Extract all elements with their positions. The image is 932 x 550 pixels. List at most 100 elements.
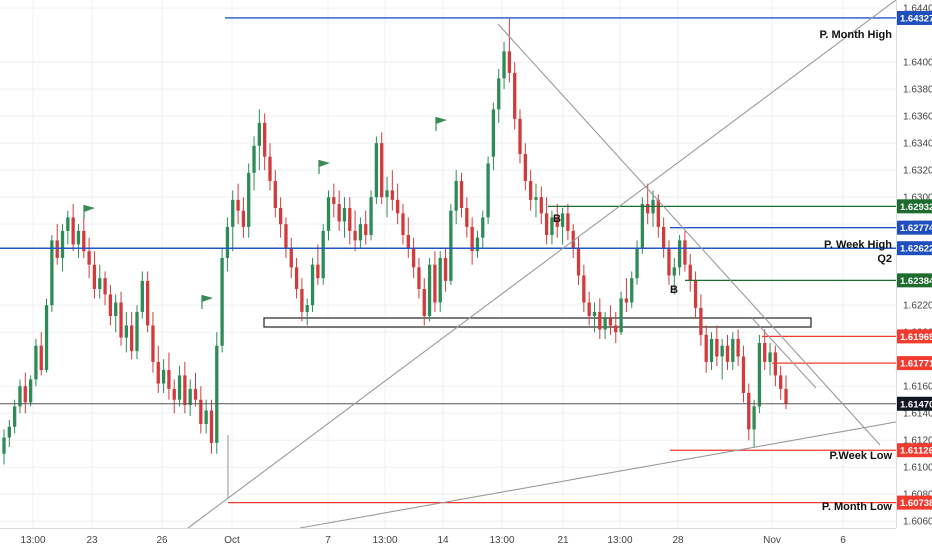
x-tick-label: 6 <box>840 535 846 546</box>
candle-body <box>92 264 97 289</box>
candle <box>396 183 400 225</box>
price-tag-value: 1.61470 <box>900 399 932 410</box>
candle <box>523 143 527 191</box>
candle-body <box>704 334 708 362</box>
support-zone-box <box>263 317 812 328</box>
candle <box>640 197 645 254</box>
candle <box>459 172 464 218</box>
candle-body <box>736 338 740 357</box>
candle-body <box>268 156 272 181</box>
candle <box>316 244 320 285</box>
candle-body <box>140 280 144 312</box>
candle-body <box>71 217 75 245</box>
price-tag: 1.61126 <box>897 443 932 458</box>
candle-body <box>624 298 629 303</box>
candle <box>364 210 368 245</box>
candle <box>608 305 613 335</box>
flag-icon <box>318 160 330 174</box>
candle <box>422 278 426 326</box>
y-tick-label: 1.63600 <box>903 112 932 123</box>
candle <box>82 217 86 258</box>
price-tag-value: 1.61771 <box>900 359 932 370</box>
y-tick-label: 1.64400 <box>903 4 932 15</box>
candle-body <box>592 311 597 316</box>
price-tag-bg <box>897 396 932 411</box>
candle <box>513 62 517 130</box>
candle <box>161 359 166 393</box>
candle-body <box>316 264 320 279</box>
candle <box>619 291 623 335</box>
price-tag: 1.61771 <box>897 356 932 371</box>
candle <box>289 237 293 279</box>
candle-body <box>124 325 129 338</box>
x-tick-label: 13:00 <box>489 535 514 546</box>
time-axis[interactable]: 13:00 23 26 Oct 7 13:00 14 13:00 21 13:00 28 Nov 6 <box>20 535 846 546</box>
price-tag: 1.62384 <box>897 273 932 288</box>
candle <box>449 203 453 285</box>
candle-body <box>438 257 442 303</box>
markers: B B <box>553 213 678 296</box>
candle <box>470 217 474 265</box>
candle-body <box>470 226 474 252</box>
candle <box>358 217 363 249</box>
flag-cloth <box>319 160 330 167</box>
candle-body <box>161 370 166 384</box>
y-tick-label: 1.64000 <box>903 58 932 69</box>
candle <box>332 183 336 218</box>
candle <box>624 278 629 312</box>
candle-body <box>23 386 27 403</box>
y-tick-label: 1.61000 <box>903 463 932 474</box>
candle <box>140 271 144 319</box>
level-label-p-month-high: P. Month High <box>819 29 892 41</box>
y-tick-label: 1.61200 <box>903 436 932 447</box>
candle <box>491 102 496 171</box>
candle <box>709 332 714 371</box>
candle <box>465 197 469 238</box>
candle-body <box>50 240 54 306</box>
candle-body <box>598 311 602 330</box>
candle-body <box>380 143 384 198</box>
candle <box>263 113 267 171</box>
candle-body <box>449 210 453 281</box>
price-tag-value: 1.61969 <box>900 332 932 343</box>
candle-body <box>688 264 692 281</box>
candle <box>268 143 272 191</box>
candle <box>576 237 581 285</box>
candle-body <box>358 224 363 241</box>
candle-body <box>396 199 400 214</box>
candle-body <box>672 267 676 276</box>
candle-body <box>587 302 591 316</box>
price-tag: 1.64327 <box>897 10 932 25</box>
price-axis[interactable] <box>0 0 897 529</box>
candle <box>34 338 38 387</box>
candle-body <box>252 145 256 173</box>
flag-cloth <box>84 205 95 212</box>
candle-body <box>98 278 102 289</box>
candle <box>114 294 118 333</box>
candle-body <box>603 318 607 330</box>
candle-body <box>709 338 714 362</box>
flag-icon <box>435 117 447 131</box>
candle <box>28 375 33 407</box>
candle-body <box>326 197 331 231</box>
candle <box>661 217 666 258</box>
candle <box>539 186 543 225</box>
candle <box>566 203 570 241</box>
candle-body <box>406 234 410 249</box>
candle-body <box>411 248 416 268</box>
candle <box>369 190 373 241</box>
candle-body <box>656 199 660 227</box>
candle <box>18 379 22 414</box>
candle-body <box>241 210 246 227</box>
candle <box>646 183 650 225</box>
candle <box>544 197 549 245</box>
x-tick-label: 7 <box>325 535 331 546</box>
candle-body <box>300 288 304 312</box>
candle <box>725 334 730 371</box>
x-tick-label: 23 <box>86 535 98 546</box>
candle-body <box>82 230 86 252</box>
candle-body <box>566 213 570 231</box>
candle-body <box>715 338 719 357</box>
candle <box>305 298 309 326</box>
